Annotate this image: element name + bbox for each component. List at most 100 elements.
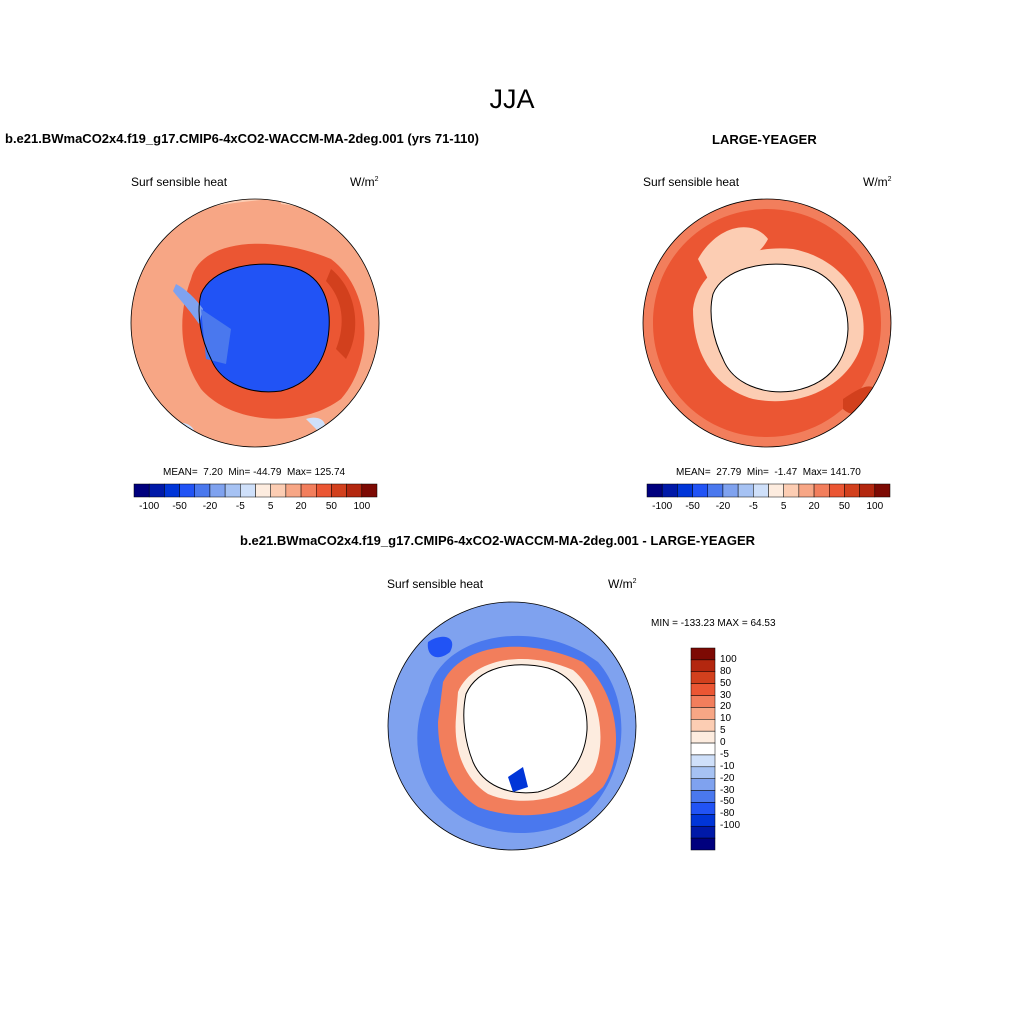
diff-colorbar-tick-label: 50 [720,677,732,689]
diff-colorbar-tick-label: 100 [720,653,737,665]
colorbar-box [331,483,347,498]
diff-colorbar-box [690,802,716,815]
colorbar-box [783,483,800,498]
diff-colorbar-box [690,766,716,779]
colorbar-box [677,483,693,498]
colorbar-tick-label: 5 [267,501,274,512]
colorbar-tick-label: 20 [295,501,307,512]
panel-1-stats: MEAN= 7.20 Min= -44.79 Max= 125.74 [163,467,346,478]
panel-1-coast [198,263,330,393]
colorbar-tick-label: 100 [866,501,884,512]
colorbar-box [164,483,180,498]
diff-colorbar-tick-label: 20 [720,701,732,713]
colorbar-box [316,483,332,498]
diff-panel-minmax: MIN = -133.23 MAX = 64.53 [651,618,776,629]
colorbar-box [346,483,363,498]
panel-1-colorbar [133,483,378,498]
colorbar-box [224,483,241,498]
panel-2-stats: MEAN= 27.79 Min= -1.47 Max= 141.70 [676,467,861,478]
diff-colorbar-labels: 100 80 50 30 20 10 5 0 -5 -10 -20 -30 -50 -80 -100 [720,648,760,850]
colorbar-box [753,483,769,498]
panel-1-ross-shelf [201,309,231,364]
diff-colorbar-box [690,647,716,661]
panel-1-colorbar-labels: -100 -50 -20 -5 5 20 50 100 [134,501,377,515]
panel-1-map [130,198,380,448]
diff-coast [463,664,588,794]
colorbar-box [133,483,150,498]
diff-colorbar-tick-label: -20 [720,772,735,784]
panel-2-title: LARGE-YEAGER [712,132,817,147]
colorbar-box [768,483,784,498]
diff-dark-blue-patch-2 [508,767,528,792]
diff-colorbar-box [690,719,716,732]
colorbar-box [361,483,378,498]
panel-2-colorbar [646,483,891,498]
colorbar-box [661,483,678,498]
colorbar-box [270,483,287,498]
colorbar-box [722,483,739,498]
colorbar-box [285,483,302,498]
diff-colorbar-tick-label: -10 [720,760,735,772]
panel-1-title: b.e21.BWmaCO2x4.f19_g17.CMIP6-4xCO2-WACC… [5,131,479,146]
colorbar-box [255,483,271,498]
diff-colorbar-tick-label: -80 [720,808,735,820]
colorbar-box [692,483,708,498]
diff-colorbar-box [690,790,716,803]
colorbar-tick-label: -50 [172,501,187,512]
diff-colorbar-box [690,814,716,827]
diff-colorbar-box [690,778,716,791]
diff-colorbar-tick-label: 0 [720,737,726,749]
colorbar-box [240,483,256,498]
colorbar-tick-label: -20 [715,501,731,512]
diff-colorbar-tick-label: -50 [720,796,735,808]
diff-dark-blue-patch [427,636,453,658]
colorbar-tick-label: -20 [202,501,218,512]
panel-1-peninsula [173,284,203,324]
diff-colorbar-box [690,825,716,839]
diff-colorbar-box [690,707,716,720]
diff-colorbar-box [690,671,716,684]
colorbar-tick-label: -5 [235,501,245,512]
figure-title: JJA [489,84,535,114]
diff-colorbar-box [690,730,716,744]
panel-1-variable: Surf sensible heat [131,175,228,189]
panel-1-antarctica [199,264,330,392]
diff-antarctica [463,664,588,793]
colorbar-box [179,483,195,498]
diff-panel-units: W/m2 [608,577,637,591]
diff-colorbar [690,647,716,851]
colorbar-box [829,483,845,498]
diff-colorbar-tick-label: -100 [720,820,741,832]
panel-1-ring-dark [326,269,356,359]
colorbar-tick-label: -100 [652,501,673,512]
colorbar-tick-label: -50 [685,501,700,512]
panel-2-units: W/m2 [863,175,892,189]
diff-colorbar-box [690,659,716,673]
diff-panel-map [387,601,637,851]
colorbar-tick-label: 20 [808,501,820,512]
colorbar-box [194,483,211,498]
panel-2-colorbar-labels: -100 -50 -20 -5 5 20 50 100 [647,501,890,515]
diff-colorbar-tick-label: 5 [720,725,726,737]
colorbar-box [813,483,830,498]
colorbar-tick-label: 50 [838,501,850,512]
diff-colorbar-tick-label: -5 [720,748,729,760]
diff-colorbar-tick-label: 10 [720,713,732,725]
colorbar-box [798,483,815,498]
colorbar-box [209,483,226,498]
colorbar-box [859,483,876,498]
colorbar-tick-label: -100 [139,501,160,512]
panel-2-variable: Surf sensible heat [643,175,740,189]
colorbar-tick-label: 5 [780,501,787,512]
diff-colorbar-tick-label: 30 [720,689,732,701]
colorbar-box [300,483,317,498]
colorbar-tick-label: -5 [748,501,758,512]
colorbar-box [707,483,724,498]
panel-2-antarctica [711,264,848,392]
colorbar-box [844,483,860,498]
diff-colorbar-box [690,683,716,696]
diff-panel-variable: Surf sensible heat [387,577,484,591]
colorbar-tick-label: 50 [325,501,337,512]
diff-colorbar-box [690,754,716,768]
diff-colorbar-box [690,837,716,851]
